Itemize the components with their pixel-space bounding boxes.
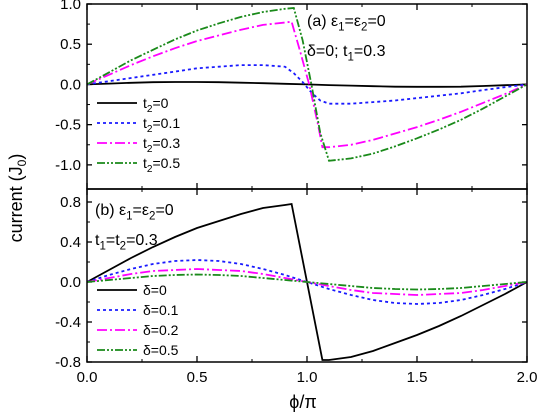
panel-annotation: (a) ε1=ε2=0 bbox=[307, 13, 386, 33]
y-axis-label: current (J0) bbox=[6, 154, 29, 243]
y-tick-label: 0.8 bbox=[60, 194, 81, 211]
y-tick-label: 0.0 bbox=[60, 76, 81, 93]
x-tick-label: 0.5 bbox=[187, 369, 208, 386]
y-tick-label: 1.0 bbox=[60, 0, 81, 13]
legend-label: t2=0 bbox=[143, 95, 169, 115]
legend-label: δ=0.5 bbox=[143, 342, 179, 358]
series-line bbox=[86, 20, 528, 149]
x-tick-label: 1.0 bbox=[297, 369, 318, 386]
plot-frame bbox=[86, 188, 528, 363]
series-line bbox=[86, 64, 528, 105]
y-tick-label: -0.4 bbox=[55, 314, 81, 331]
y-tick-label: 0.0 bbox=[60, 274, 81, 291]
legend-label: t2=0.3 bbox=[143, 135, 180, 155]
y-tick-label: -0.8 bbox=[55, 354, 81, 371]
y-tick-label: -0.5 bbox=[55, 117, 81, 134]
panel-a: 1.0 0.5 0.0 -0.5 -1.0 (a) ε1=ε2=0 δ=0; t1=0.3 t… bbox=[55, 0, 528, 190]
panel-annotation: δ=0; t1=0.3 bbox=[307, 43, 386, 63]
y-tick-label: 0.4 bbox=[60, 234, 81, 251]
series-line bbox=[86, 273, 528, 291]
series-line bbox=[86, 7, 528, 162]
legend-label: t2=0.1 bbox=[143, 115, 180, 135]
x-tick-label: 2.0 bbox=[517, 369, 538, 386]
legend-label: δ=0.2 bbox=[143, 322, 179, 338]
panel-b: 0.80.40.0-0.4-0.80.0 0.5 1.0 1.5 2.0(b) ε1=ε… bbox=[55, 188, 538, 386]
panel-annotation: (b) ε1=ε2=0 bbox=[95, 202, 174, 222]
x-tick-label: 1.5 bbox=[407, 369, 428, 386]
series-line bbox=[86, 81, 528, 88]
legend-label: δ=0 bbox=[143, 282, 167, 298]
y-tick-label: 0.5 bbox=[60, 36, 81, 53]
x-tick-label: 0.0 bbox=[77, 369, 98, 386]
panel-annotation: t1=t2=0.3 bbox=[95, 232, 158, 252]
legend-label: t2=0.5 bbox=[143, 155, 180, 175]
x-axis-label: ϕ/π bbox=[289, 392, 317, 412]
y-tick-label: -1.0 bbox=[55, 157, 81, 174]
legend-label: δ=0.1 bbox=[143, 302, 179, 318]
series-line bbox=[86, 259, 528, 305]
